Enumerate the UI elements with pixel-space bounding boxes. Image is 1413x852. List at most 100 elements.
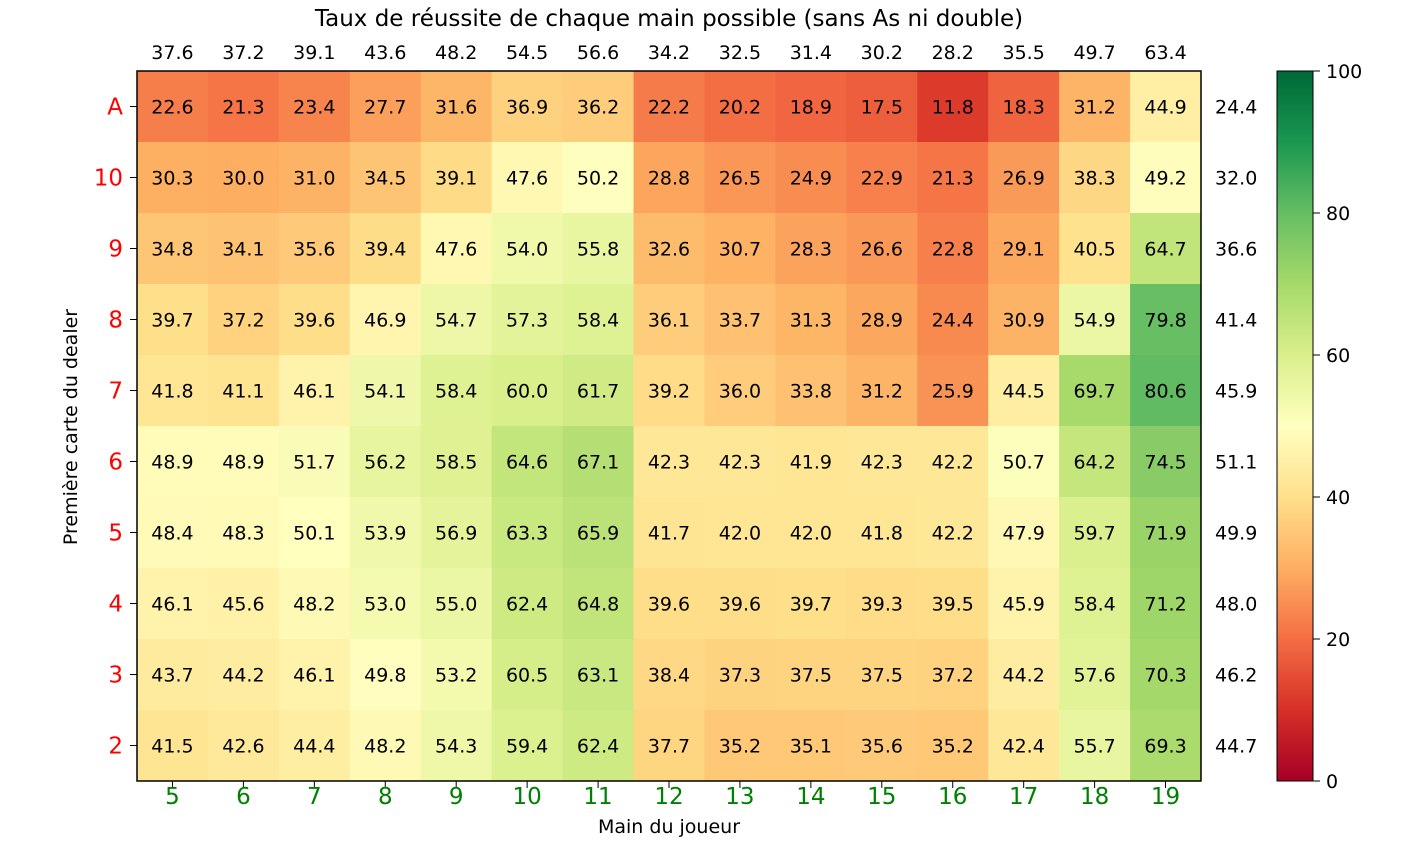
- row-average-label: 49.9: [1215, 523, 1257, 545]
- cell-value-label: 57.6: [1073, 665, 1115, 687]
- heatmap-cell: [349, 568, 422, 640]
- heatmap-cell: [1130, 426, 1202, 498]
- cell-value-label: 42.2: [932, 523, 974, 545]
- cell-value-label: 42.2: [932, 452, 974, 474]
- x-tick-label: 12: [654, 784, 683, 810]
- heatmap-cell: [988, 142, 1060, 214]
- heatmap-cell-labels: 22.6 21.3 23.4 27.7 31.6 36.9 36.2 22.2 20.2 18.9…: [151, 97, 1186, 758]
- x-tick-label: 10: [512, 784, 541, 810]
- heatmap-cell: [988, 639, 1060, 711]
- cell-value-label: 46.1: [151, 594, 193, 616]
- cell-value-label: 48.9: [151, 452, 193, 474]
- x-tick-label: 18: [1080, 784, 1109, 810]
- heatmap-cell: [278, 426, 351, 498]
- heatmap-cell: [633, 142, 705, 214]
- cell-value-label: 45.9: [1003, 594, 1045, 616]
- cell-value-label: 37.2: [222, 310, 264, 332]
- cell-value-label: 42.4: [1003, 736, 1045, 758]
- heatmap-cell: [846, 639, 918, 711]
- column-average-label: 56.6: [577, 42, 619, 64]
- heatmap-cell: [775, 426, 847, 498]
- heatmap-cell: [349, 639, 422, 711]
- cell-value-label: 47.9: [1003, 523, 1045, 545]
- cell-value-label: 47.6: [435, 239, 477, 261]
- cell-value-label: 44.2: [1003, 665, 1045, 687]
- cell-value-label: 42.3: [861, 452, 903, 474]
- cell-value-label: 36.9: [506, 97, 548, 119]
- heatmap-cell: [137, 710, 209, 782]
- x-tick-label: 17: [1009, 784, 1038, 810]
- cell-value-label: 17.5: [861, 97, 903, 119]
- cell-value-label: 29.1: [1003, 239, 1045, 261]
- cell-value-label: 46.1: [293, 665, 335, 687]
- heatmap-cell: [704, 497, 776, 569]
- cell-value-label: 25.9: [932, 381, 974, 403]
- heatmap-cell: [137, 497, 209, 569]
- heatmap-cell: [1059, 355, 1131, 427]
- cell-value-label: 39.4: [364, 239, 406, 261]
- x-tick-label: 11: [583, 784, 612, 810]
- cell-value-label: 23.4: [293, 97, 335, 119]
- cell-value-label: 20.2: [719, 97, 761, 119]
- y-tick-label: 6: [108, 450, 123, 476]
- heatmap-cell: [917, 355, 989, 427]
- cell-value-label: 36.0: [719, 381, 761, 403]
- cell-value-label: 35.2: [932, 736, 974, 758]
- heatmap-cell: [137, 213, 209, 285]
- heatmap-cell: [1130, 497, 1202, 569]
- heatmap-cell: [1059, 284, 1131, 356]
- heatmap-cell: [775, 710, 847, 782]
- heatmap-cell: [349, 142, 422, 214]
- cell-value-label: 57.3: [506, 310, 548, 332]
- heatmap-cell: [633, 213, 705, 285]
- heatmap-cell: [278, 497, 351, 569]
- row-average-labels: 24.4 32.0 36.6 41.4 45.9 51.1 49.9 48.0 46.2 44.7: [1215, 97, 1257, 758]
- cell-value-label: 37.7: [648, 736, 690, 758]
- heatmap-cell: [491, 71, 564, 143]
- cell-value-label: 74.5: [1144, 452, 1186, 474]
- heatmap-cell: [988, 284, 1060, 356]
- y-tick-label: 9: [108, 237, 123, 263]
- heatmap-cell: [917, 71, 989, 143]
- cell-value-label: 36.2: [577, 97, 619, 119]
- column-average-label: 49.7: [1073, 42, 1115, 64]
- heatmap-cell: [562, 142, 635, 214]
- y-tick-label: 7: [108, 379, 123, 405]
- cell-value-label: 62.4: [577, 736, 619, 758]
- colorbar-tick-label: 80: [1326, 203, 1350, 225]
- cell-value-label: 42.3: [648, 452, 690, 474]
- cell-value-label: 30.7: [719, 239, 761, 261]
- colorbar-tick-label: 100: [1326, 61, 1362, 83]
- heatmap-cell: [349, 497, 422, 569]
- cell-value-label: 60.0: [506, 381, 548, 403]
- heatmap-cell: [846, 710, 918, 782]
- cell-value-label: 37.5: [790, 665, 832, 687]
- heatmap-cell: [562, 426, 635, 498]
- x-tick-label: 5: [165, 784, 180, 810]
- heatmap-cell: [420, 142, 493, 214]
- heatmap-cell: [562, 639, 635, 711]
- cell-value-label: 28.9: [861, 310, 903, 332]
- cell-value-label: 33.8: [790, 381, 832, 403]
- heatmap-cell: [562, 284, 635, 356]
- cell-value-label: 39.2: [648, 381, 690, 403]
- heatmap-cell: [1059, 568, 1131, 640]
- heatmap-cell: [278, 284, 351, 356]
- cell-value-label: 49.2: [1144, 168, 1186, 190]
- heatmap-cell: [775, 355, 847, 427]
- cell-value-label: 24.9: [790, 168, 832, 190]
- cell-value-label: 48.9: [222, 452, 264, 474]
- x-tick-label: 19: [1151, 784, 1180, 810]
- heatmap-cell: [633, 71, 705, 143]
- column-average-label: 32.5: [719, 42, 761, 64]
- heatmap-cell: [775, 497, 847, 569]
- cell-value-label: 41.7: [648, 523, 690, 545]
- x-tick-label: 15: [867, 784, 896, 810]
- heatmap-cell: [917, 639, 989, 711]
- heatmap-cell: [491, 355, 564, 427]
- heatmap-cell: [633, 568, 705, 640]
- heatmap-cell: [1059, 213, 1131, 285]
- row-average-label: 32.0: [1215, 168, 1257, 190]
- cell-value-label: 30.3: [151, 168, 193, 190]
- heatmap-cell: [278, 568, 351, 640]
